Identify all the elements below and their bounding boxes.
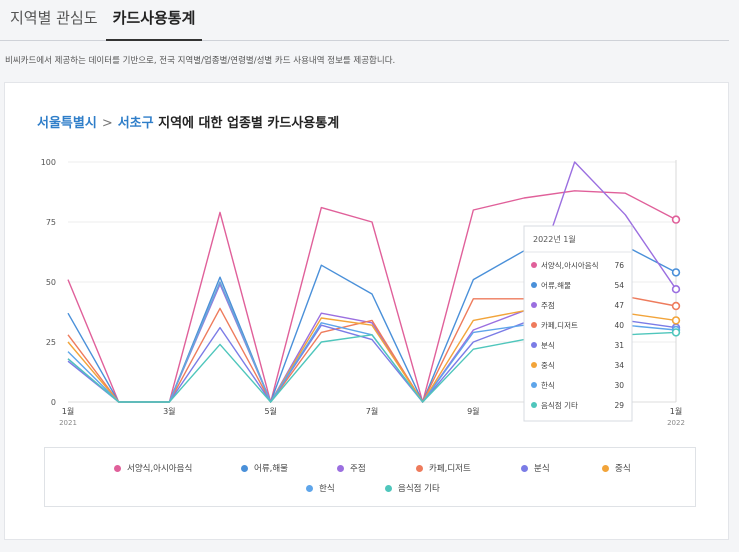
legend-item[interactable]: 음식점 기타 [385, 482, 440, 494]
legend-item[interactable]: 주점 [337, 462, 366, 474]
tooltip-series-name: 음식점 기타 [541, 400, 578, 410]
series-marker-5[interactable] [671, 316, 681, 325]
tooltip-dot [531, 302, 537, 308]
legend-dot [385, 484, 392, 492]
tooltip-title: 2022년 1월 [533, 234, 576, 244]
tooltip-series-name: 카페,디저트 [541, 320, 578, 330]
series-marker-3[interactable] [671, 301, 681, 311]
series-marker-2[interactable] [671, 285, 681, 294]
tooltip-series-name: 서양식,아시아음식 [541, 260, 599, 270]
tooltip-series-value: 34 [614, 361, 624, 370]
legend-label: 한식 [319, 484, 335, 494]
tooltip-dot [531, 342, 537, 348]
x-tick-label: 7월 [366, 406, 378, 416]
breadcrumb-city[interactable]: 서울특별시 [37, 116, 97, 131]
y-tick-label: 25 [46, 338, 56, 347]
y-tick-label: 50 [46, 278, 56, 287]
tooltip-series-value: 30 [614, 381, 624, 390]
tooltip-series-value: 47 [614, 301, 624, 310]
y-tick-label: 75 [46, 218, 56, 227]
tooltip-series-value: 29 [614, 401, 624, 410]
page-description: 비씨카드에서 제공하는 데이터를 기반으로, 전국 지역별/업종별/연령별/성별… [5, 56, 396, 66]
tooltip-series-value: 40 [614, 321, 624, 330]
legend-label: 중식 [615, 464, 631, 474]
tooltip-dot [531, 262, 537, 268]
tooltip-series-name: 주점 [541, 300, 555, 310]
tooltip-dot [531, 322, 537, 328]
legend-label: 음식점 기타 [398, 484, 440, 494]
tooltip-series-value: 54 [614, 281, 624, 290]
line-chart: 0 25 50 75 100 1월 2021 3월 5월 7월 9월 1월 2022 2022년 1월서양… [41, 158, 685, 427]
tooltip-dot [531, 282, 537, 288]
x-tick-year-label: 2022 [667, 419, 685, 427]
stats-card: 서울특별시 > 서초구 지역에 대한 업종별 카드사용통계 0 25 50 75 100 1월… [4, 82, 729, 540]
x-tick-label: 9월 [467, 406, 479, 416]
x-tick-label: 1월 [670, 406, 682, 416]
legend-item[interactable]: 한식 [306, 482, 335, 494]
legend-label: 서양식,아시아음식 [127, 464, 193, 474]
legend-item[interactable]: 분식 [521, 462, 550, 474]
tooltip-dot [531, 362, 537, 368]
legend-item[interactable]: 카페,디저트 [416, 462, 471, 474]
legend-item[interactable]: 중식 [602, 462, 631, 474]
legend-label: 주점 [350, 464, 366, 474]
legend-dot [521, 464, 528, 472]
legend-dot [241, 464, 248, 472]
legend-dot [114, 464, 121, 472]
tooltip-dot [531, 382, 537, 388]
tooltip-box [523, 225, 633, 422]
legend-dot [602, 464, 609, 472]
legend-label: 카페,디저트 [429, 464, 471, 474]
legend-item[interactable]: 어류,해물 [241, 462, 288, 474]
chart-title-suffix: 지역에 대한 업종별 카드사용통계 [158, 116, 340, 131]
tooltip-series-name: 분식 [541, 341, 555, 350]
legend-dot [416, 464, 423, 472]
series-marker-7[interactable] [671, 328, 681, 337]
legend-label: 분식 [534, 464, 550, 474]
legend-dot [337, 464, 344, 472]
tooltip-series-value: 31 [614, 341, 624, 350]
y-tick-label: 0 [51, 398, 56, 407]
x-tick-label: 1월 [62, 406, 74, 416]
legend-item[interactable]: 서양식,아시아음식 [114, 462, 192, 474]
series-marker-1[interactable] [671, 268, 681, 277]
x-tick-label: 3월 [163, 406, 175, 416]
tooltip-series-name: 어류,해물 [541, 280, 571, 290]
tab-regional-interest[interactable]: 지역별 관심도 [10, 9, 98, 27]
legend-dot [306, 484, 313, 492]
chart-title: 서울특별시 > 서초구 지역에 대한 업종별 카드사용통계 [37, 112, 339, 131]
x-tick-label: 5월 [264, 406, 276, 416]
tooltip-series-value: 76 [614, 261, 624, 270]
legend-label: 어류,해물 [254, 464, 288, 474]
tooltip-series-name: 중식 [541, 361, 555, 370]
tooltip-dot [531, 402, 537, 408]
x-tick-year-label: 2021 [59, 419, 77, 427]
tab-card-usage-stats[interactable]: 카드사용통계 [106, 0, 202, 41]
tab-bar: 지역별 관심도 카드사용통계 [0, 0, 729, 41]
breadcrumb-district[interactable]: 서초구 [117, 116, 154, 131]
breadcrumb-separator: > [101, 116, 113, 131]
y-tick-label: 100 [41, 158, 56, 167]
series-marker-0[interactable] [671, 215, 681, 224]
tooltip-series-name: 한식 [541, 381, 555, 390]
